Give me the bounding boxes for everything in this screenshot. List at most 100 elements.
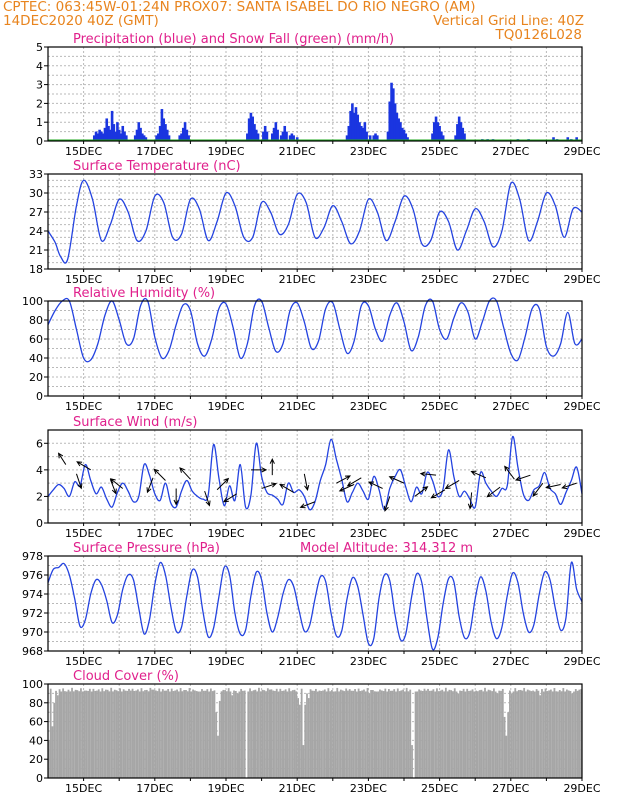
cloud-bar [224, 690, 227, 778]
cloud-bar [505, 735, 508, 778]
cloud-bar [364, 691, 367, 778]
cloud-bar [80, 688, 82, 778]
cloud-bar [549, 689, 552, 778]
cloud-bar [85, 690, 88, 778]
cloud-bar [199, 691, 202, 778]
cloud-bar [386, 691, 388, 778]
precip-bar [272, 127, 276, 141]
cloud-bar [208, 691, 210, 778]
cloud-bar [51, 726, 54, 778]
cloud-bar [523, 687, 526, 778]
precip-bar [125, 135, 128, 141]
cloud-bar [347, 690, 349, 778]
cloud-bar [405, 687, 408, 778]
x-tick-label: 17DEC [136, 145, 173, 158]
cloud-bar [76, 690, 79, 778]
wind-arrow [109, 478, 124, 489]
y-tick-label: 40 [29, 352, 43, 365]
x-tick-label: 23DEC [350, 527, 387, 540]
x-tick-label: 15DEC [65, 273, 102, 286]
cloud-bar [316, 691, 319, 778]
cloud-bar [122, 689, 125, 778]
cloud-bar [428, 690, 431, 778]
cloud-bar [249, 688, 251, 778]
x-tick-label: 29DEC [563, 400, 600, 413]
cloud-bar [503, 716, 506, 778]
precip-bar [270, 133, 274, 141]
cloud-bar [74, 689, 77, 778]
cloud-bar [331, 690, 333, 778]
cloud-bar [252, 690, 255, 778]
cloud-bar [567, 690, 570, 778]
precip-bar [137, 122, 141, 141]
y-tick-label: 80 [29, 697, 43, 710]
panel-0: 0 1 2 3 4 5 15DEC 17DEC 19DEC 21DEC 23DEC 25DEC 27DE… [36, 32, 601, 158]
cloud-bar [103, 691, 105, 778]
cloud-bar [498, 690, 501, 778]
cloud-bar [259, 691, 262, 778]
wind-arrow [269, 458, 275, 476]
x-tick-label: 21DEC [279, 145, 316, 158]
cloud-bar [578, 689, 581, 778]
precip-bar [142, 135, 146, 141]
panel-3: 0 2 4 6 15DEC 17DEC 19DEC 21DEC 23DEC 25DEC 27DEC 2… [36, 415, 601, 540]
panel-frame [47, 555, 583, 652]
x-tick-label: 19DEC [207, 145, 244, 158]
cloud-bar [126, 690, 129, 778]
cloud-bar [233, 690, 235, 778]
cloud-bar [298, 704, 301, 778]
cloud-bar [129, 690, 132, 778]
precip-bar [354, 107, 358, 141]
cloud-bar [161, 689, 164, 778]
wind-arrow [76, 461, 91, 471]
cloud-bar [478, 690, 481, 778]
cloud-bar [231, 695, 234, 778]
cloud-bar [119, 688, 121, 778]
cloud-bar [229, 691, 232, 778]
cloud-bar [354, 689, 356, 778]
x-tick-label: 27DEC [492, 273, 529, 286]
wind-arrow [514, 474, 531, 482]
wind-arrow [204, 490, 211, 507]
cloud-bar [482, 691, 485, 778]
cloud-bar [491, 691, 494, 778]
cloud-bar [92, 688, 95, 778]
precip-bar [459, 122, 463, 141]
cloud-bar [145, 689, 148, 778]
cloud-bar [209, 688, 212, 778]
cloud-bar [448, 689, 451, 778]
cloud-bar [471, 689, 474, 778]
cloud-bar [493, 688, 495, 778]
cloud-bar [341, 690, 344, 778]
cloud-bar [551, 691, 554, 778]
cloud-bar [286, 691, 289, 778]
cloud-bar [484, 687, 486, 778]
cloud-bar [446, 691, 449, 778]
precip-bar [160, 109, 164, 141]
cloud-bar [500, 690, 502, 778]
cloud-bar [190, 691, 193, 778]
wind-arrow [383, 496, 391, 512]
precip-bar [119, 133, 123, 141]
precip-bar [345, 135, 349, 141]
precip-bar [155, 135, 158, 141]
cloud-bar [439, 690, 442, 778]
wind-arrow [561, 482, 577, 490]
precip-bar [566, 137, 570, 141]
cloud-bar [425, 690, 428, 778]
wind-arrow [261, 482, 278, 489]
cloud-bar [366, 688, 369, 778]
cloud-bar [539, 695, 542, 778]
cloud-bar [382, 691, 385, 778]
cloud-bar [496, 693, 499, 778]
precip-bar [109, 129, 112, 141]
cloud-bar [154, 690, 157, 778]
precip-bar [157, 133, 160, 141]
cloud-bar [99, 691, 102, 778]
cloud-bar [368, 693, 371, 778]
cloud-bar [288, 688, 291, 778]
wind-arrow [444, 480, 460, 490]
wind-arrow [216, 477, 230, 491]
y-tick-label: 968 [22, 645, 43, 658]
precip-bar [98, 129, 101, 141]
